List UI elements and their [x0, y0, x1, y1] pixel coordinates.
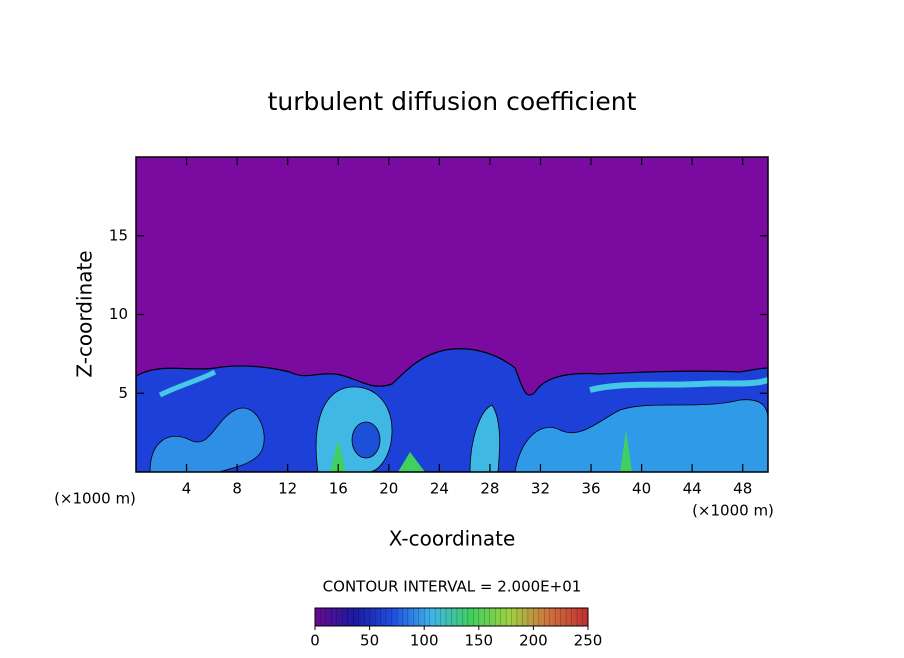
x-unit: (×1000 m): [692, 502, 774, 520]
x-tick-label: 48: [733, 480, 752, 498]
colorbar-tick-label: 0: [310, 632, 320, 650]
y-axis-label: Z-coordinate: [73, 250, 97, 377]
colorbar-tick-label: 200: [519, 632, 548, 650]
field: [136, 157, 768, 472]
x-axis-label: X-coordinate: [389, 527, 516, 551]
x-tick-label: 28: [480, 480, 499, 498]
x-tick-label: 8: [232, 480, 242, 498]
contour-interval: CONTOUR INTERVAL = 2.000E+01: [323, 578, 582, 596]
x-tick-label: 20: [379, 480, 398, 498]
y-tick-label: 10: [109, 305, 128, 323]
x-tick-label: 36: [581, 480, 600, 498]
x-tick-label: 4: [182, 480, 192, 498]
x-tick-label: 24: [430, 480, 449, 498]
y-tick-label: 15: [109, 226, 128, 244]
colorbar-tick-label: 150: [464, 632, 493, 650]
colorbar-tick-label: 50: [360, 632, 379, 650]
x-tick-label: 16: [329, 480, 348, 498]
x-tick-label: 40: [632, 480, 651, 498]
colorbar-tick-label: 250: [574, 632, 603, 650]
y-unit: (×1000 m): [54, 490, 136, 508]
x-tick-label: 12: [278, 480, 297, 498]
x-tick-label: 32: [531, 480, 550, 498]
y-tick-label: 5: [118, 384, 128, 402]
chart-title: turbulent diffusion coefficient: [268, 87, 637, 116]
x-tick-label: 44: [683, 480, 702, 498]
colorbar-tick-label: 100: [410, 632, 439, 650]
